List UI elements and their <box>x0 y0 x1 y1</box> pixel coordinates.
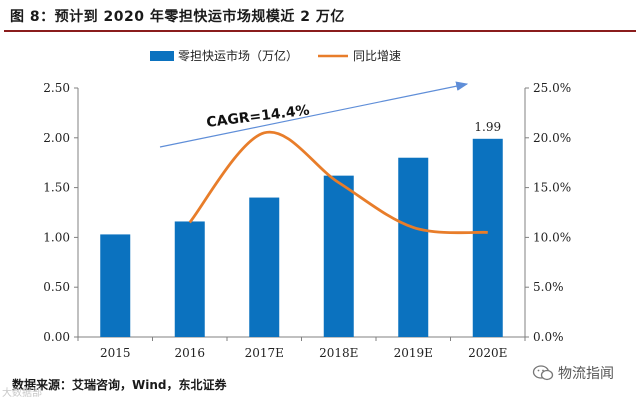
y-right-tick-label: 25.0% <box>533 81 571 95</box>
bar <box>323 175 354 337</box>
bar <box>398 157 429 337</box>
y-right-tick-label: 20.0% <box>533 131 571 145</box>
bar-data-label: 1.99 <box>474 120 501 134</box>
y-right-tick-label: 5.0% <box>533 280 564 294</box>
y-right-tick-label: 0.0% <box>533 330 564 344</box>
y-right-tick-label: 15.0% <box>533 181 571 195</box>
title-rule <box>4 30 636 32</box>
x-tick-label: 2018E <box>319 346 358 360</box>
bar <box>249 197 280 337</box>
y-axis-left-ticks: 0.00 0.50 1.00 1.50 2.00 2.50 <box>43 81 78 344</box>
chart: 零担快运市场（万亿） 同比增速 0.00 0.50 1.00 1.50 2.00 2.50… <box>43 48 571 360</box>
y-right-tick-label: 10.0% <box>533 230 571 244</box>
watermark-text: 物流指闻 <box>558 366 614 382</box>
growth-line <box>188 130 488 235</box>
y-left-tick-label: 2.00 <box>43 131 70 145</box>
bar <box>472 138 503 337</box>
wechat-icon <box>532 365 554 381</box>
watermark: 物流指闻 <box>532 363 614 383</box>
x-tick-label: 2017E <box>245 346 284 360</box>
y-left-tick-label: 0.00 <box>43 330 70 344</box>
bar-series <box>100 138 503 337</box>
x-axis-ticks: 2015 2016 2017E 2018E 2019E 2020E <box>77 337 526 360</box>
y-left-tick-label: 2.50 <box>43 81 70 95</box>
data-labels: 1.99 <box>474 120 501 134</box>
cagr-arrow <box>159 81 469 148</box>
figure-title: 图 8：预计到 2020 年零担快运市场规模近 2 万亿 <box>10 9 345 25</box>
x-tick-label: 2020E <box>468 346 507 360</box>
legend-label-bar: 零担快运市场（万亿） <box>178 48 298 63</box>
watermark-left: 大数据部 <box>2 388 42 399</box>
x-tick-label: 2015 <box>100 346 131 360</box>
y-axis-right-ticks: 0.0% 5.0% 10.0% 15.0% 20.0% 25.0% <box>525 81 571 344</box>
legend: 零担快运市场（万亿） 同比增速 <box>150 48 401 63</box>
y-left-tick-label: 1.00 <box>43 230 70 244</box>
legend-label-line: 同比增速 <box>353 49 401 63</box>
bar <box>174 221 205 337</box>
y-left-tick-label: 1.50 <box>43 181 70 195</box>
x-tick-label: 2016 <box>174 346 205 360</box>
bar <box>100 234 131 337</box>
source-note: 数据来源：艾瑞咨询，Wind，东北证券 <box>12 378 227 392</box>
y-left-tick-label: 0.50 <box>43 280 70 294</box>
x-tick-label: 2019E <box>394 346 433 360</box>
legend-swatch-bar <box>150 51 174 61</box>
